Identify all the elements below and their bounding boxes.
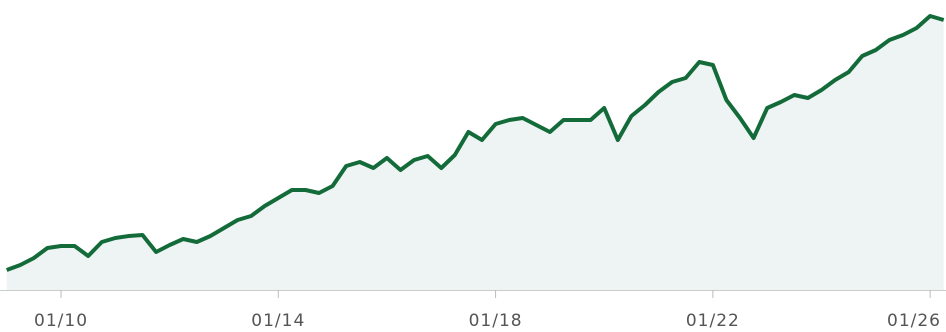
x-tick-label: 01/18 [469, 311, 523, 331]
x-tick-label: 01/26 [887, 311, 941, 331]
x-tick-label: 01/10 [34, 311, 88, 331]
line [6, 14, 945, 272]
x-tick-label: 01/22 [686, 311, 740, 331]
area-fill [6, 16, 944, 290]
x-tick-label: 01/14 [251, 311, 305, 331]
